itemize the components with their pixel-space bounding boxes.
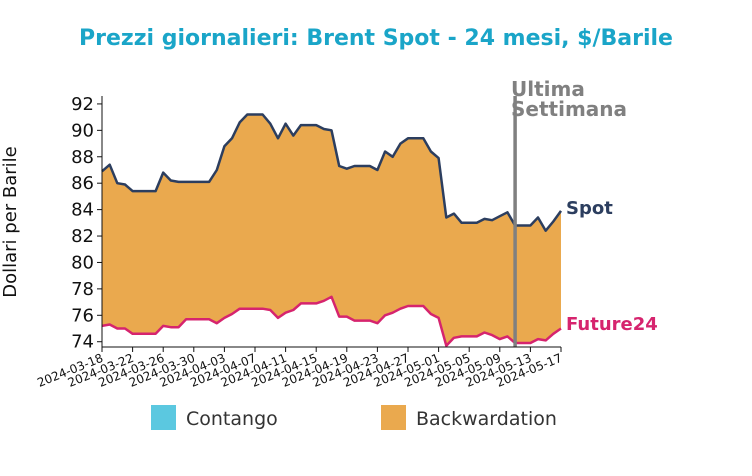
spot-end-label: Spot	[566, 198, 613, 219]
future-end-label: Future24	[566, 314, 658, 335]
legend-label-backwardation: Backwardation	[416, 408, 557, 430]
series-line-spot	[101, 113, 563, 232]
y-tick-label: 88	[71, 147, 94, 168]
y-tick-label: 82	[71, 226, 94, 247]
y-tick-label: 90	[71, 120, 94, 141]
y-tick-label: 76	[71, 305, 94, 326]
legend-label-contango: Contango	[186, 408, 278, 430]
y-tick-label: 84	[71, 200, 94, 221]
y-tick-label: 86	[71, 173, 94, 194]
y-tick-label: 92	[71, 94, 94, 115]
y-tick-label: 78	[71, 279, 94, 300]
plot-area: 747678808284868890922024-03-182024-03-22…	[35, 94, 564, 390]
chart-title: Prezzi giornalieri: Brent Spot - 24 mesi…	[79, 26, 673, 51]
legend: Contango Backwardation	[151, 405, 557, 430]
legend-swatch-contango	[151, 405, 176, 430]
y-tick-label: 80	[71, 252, 94, 273]
y-tick-label: 74	[71, 332, 94, 353]
vline-label-line2: Settimana	[511, 97, 627, 121]
series-line-future24	[101, 295, 562, 347]
vline-label-line1: Ultima	[511, 77, 585, 101]
y-axis-label: Dollari per Barile	[0, 146, 21, 298]
legend-swatch-backwardation	[381, 405, 406, 430]
backwardation-area	[102, 114, 561, 346]
